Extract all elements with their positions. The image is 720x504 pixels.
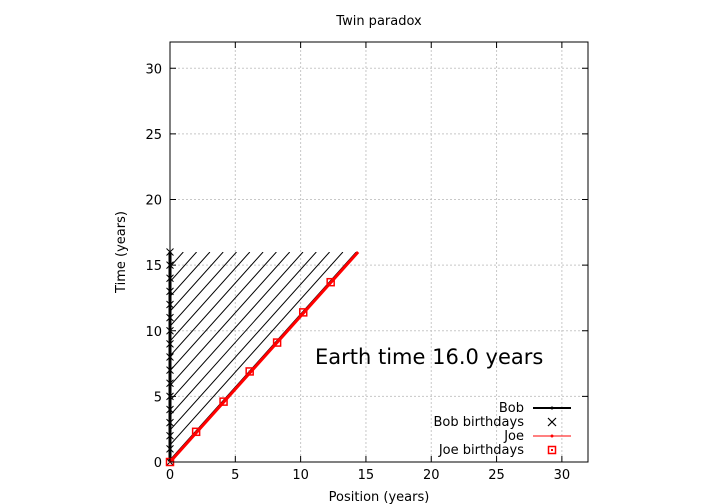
square-outer [219,397,228,406]
joe-worldline [168,250,360,464]
joe-birthday-marker [298,308,308,317]
hatch-line [170,252,304,462]
hatch-line [0,252,64,462]
plot-frame [169,41,589,463]
hatch-line [170,252,171,462]
x-tick-label: 0 [166,468,174,483]
legend-label: Bob birthdays [434,415,525,430]
legend-entry: Joe birthdays [438,443,557,458]
hatch-line [170,252,330,462]
x-tick-label: 20 [423,468,440,483]
hatch-line [170,252,317,462]
square-dot [195,430,198,433]
x-tick-label: 5 [231,468,239,483]
hatch-line [170,252,211,462]
y-axis-label: Time (years) [114,211,129,294]
square-dot [248,370,251,373]
hatch-line [170,252,184,462]
legend-point [550,406,554,410]
square-outer [191,427,201,437]
hatch-line [0,252,104,462]
legend-square-dot [551,449,553,451]
hatch-line [0,252,157,462]
hatch-line [0,252,77,462]
earth-time-annotation: Earth time 16.0 years [315,345,543,369]
y-tick-label: 5 [154,390,162,405]
grid-lines [170,42,588,462]
square-dot [302,311,305,314]
legend-entry: Bob [499,401,571,416]
square-dot [222,400,225,403]
legend-x-stroke [547,417,557,427]
chart-title: Twin paradox [335,14,422,29]
hatch-line [170,252,264,462]
x-tick-label: 10 [292,468,309,483]
square-dot [329,281,332,284]
joe-birthday-marker [191,427,201,437]
square-outer [245,367,254,376]
hatch-line [170,252,277,462]
x-tick-label: 25 [488,468,505,483]
joe-birthday-marker [272,338,282,347]
y-tick-label: 15 [145,259,162,274]
legend-label: Joe [503,429,524,444]
hatch-line [0,252,10,462]
y-axis-ticks: 0 5 10 15 20 25 30 [145,62,588,471]
joe-birthday-marker [219,397,228,406]
legend-entry: Bob birthdays [434,415,557,430]
y-tick-label: 10 [145,325,162,340]
y-tick-label: 25 [145,128,162,143]
x-axis-label: Position (years) [329,490,430,504]
square-outer [298,308,308,317]
square-dot [276,341,279,344]
legend-point [550,434,554,438]
y-tick-label: 0 [154,456,162,471]
legend-square [547,445,557,455]
square-outer [326,277,335,287]
square-outer [272,338,282,347]
y-tick-label: 20 [145,194,162,209]
hatch-line [0,252,117,462]
x-tick-label: 30 [554,468,571,483]
hatch-line [170,252,291,462]
legend-label: Bob [499,401,524,416]
hatch-line [0,252,50,462]
joe-birthday-marker [326,277,335,287]
x-axis-ticks: 0 5 10 15 20 25 30 [166,42,570,483]
hatch-line [170,252,251,462]
hatch-line [170,252,237,462]
hatch-line [0,252,130,462]
joe-birthday-marker [245,367,254,376]
legend-label: Joe birthdays [438,443,524,458]
hatch-line [170,252,344,462]
legend-entry: Joe [503,429,571,444]
hatch-line [0,252,37,462]
hatch-line [0,252,24,462]
hatch-line [170,252,197,462]
hatch-line [170,252,224,462]
x-tick-label: 15 [358,468,375,483]
y-tick-label: 30 [145,62,162,77]
hatch-line [0,252,90,462]
